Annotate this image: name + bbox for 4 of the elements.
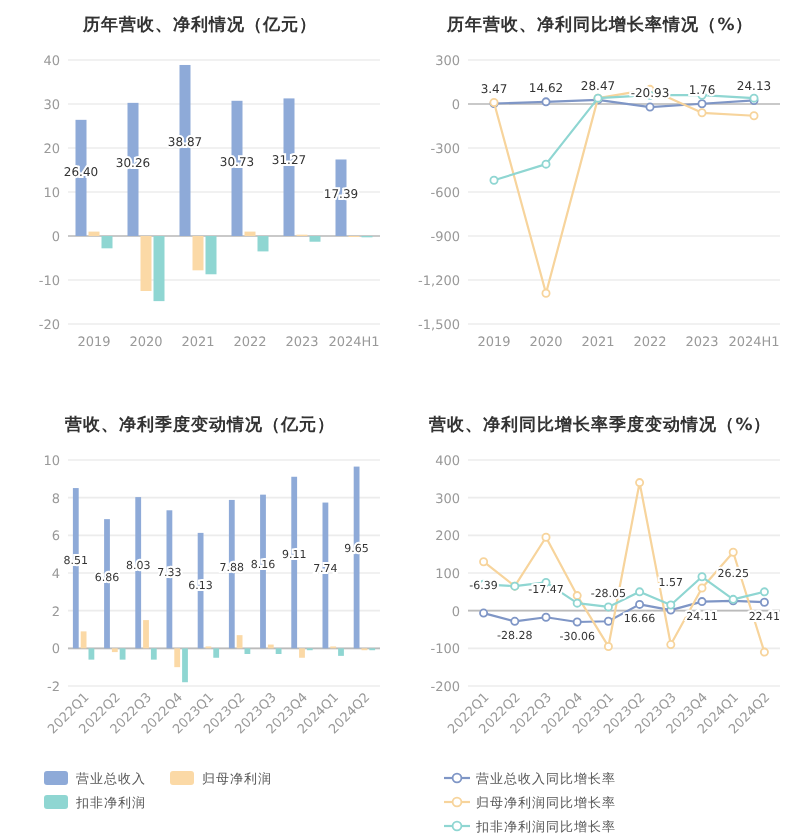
chart-title: 历年营收、净利情况（亿元） [81,14,317,36]
chart-title: 营收、净利同比增长率季度变动情况（%） [427,414,771,436]
chart-title: 历年营收、净利同比增长率情况（%） [445,14,753,36]
chart-title: 营收、净利季度变动情况（亿元） [63,414,335,436]
